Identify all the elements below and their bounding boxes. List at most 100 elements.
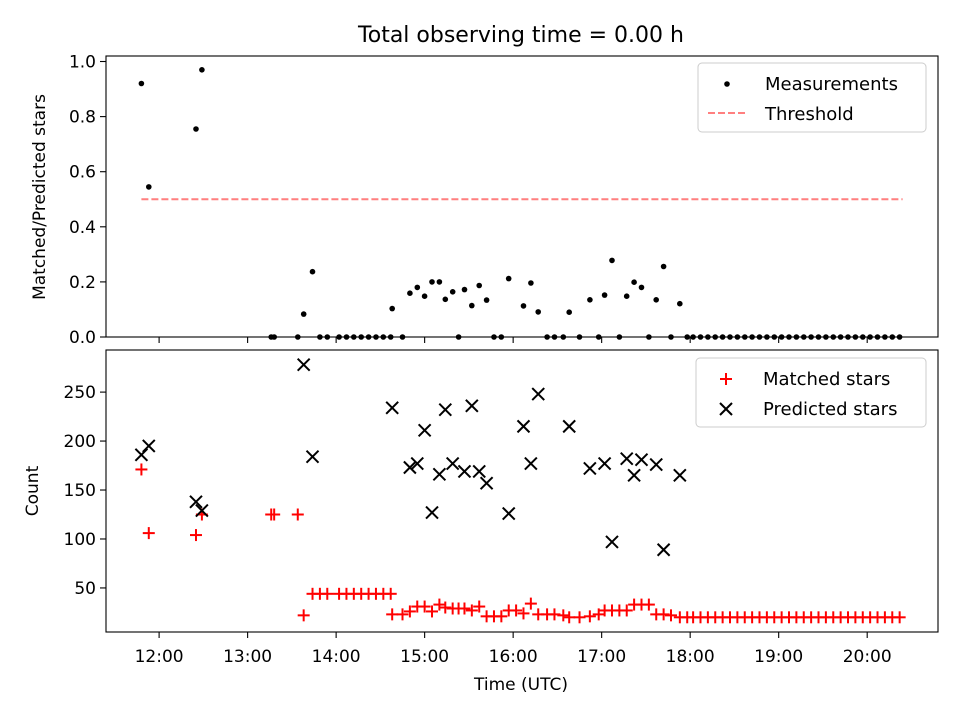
measurement-point — [677, 300, 683, 307]
count-y-tick-label: 250 — [64, 383, 96, 403]
count-y-axis-label: Count — [23, 465, 43, 516]
predicted-star-point — [195, 503, 209, 518]
matched-star-point — [386, 608, 399, 621]
ratio-y-tick-label: 0.8 — [69, 108, 96, 128]
matched-star-point — [620, 604, 633, 617]
predicted-star-point — [583, 461, 597, 476]
ratio-y-tick-label: 0.4 — [69, 218, 96, 238]
predicted-star-point — [597, 456, 612, 471]
measurement-point — [449, 289, 456, 295]
legend-predicted-label: Predicted stars — [763, 399, 897, 420]
matched-star-point — [433, 598, 446, 611]
count-axes-frame — [105, 349, 939, 633]
matched-star-point — [893, 611, 906, 624]
matched-star-point — [517, 607, 530, 620]
measurement-point — [609, 257, 615, 264]
matched-star-point — [495, 610, 508, 623]
measurement-point — [587, 297, 593, 303]
time-x-tick-label: 20:00 — [843, 647, 892, 667]
time-x-tick-label: 18:00 — [666, 647, 715, 667]
measurement-point — [199, 67, 205, 73]
matched-star-point — [135, 463, 148, 476]
predicted-star-point — [425, 505, 439, 520]
time-x-tick-label: 14:00 — [312, 647, 361, 667]
predicted-star-point — [649, 457, 663, 472]
measurement-point — [429, 279, 435, 285]
matched-star-point — [403, 605, 416, 618]
count-y-ticks: 50 100 150 200 250 — [64, 383, 106, 599]
count-plot-area — [134, 357, 906, 624]
legend-measurements-marker — [724, 81, 730, 87]
measurement-point — [631, 279, 637, 286]
matched-star-point — [642, 598, 655, 611]
measurement-point — [483, 297, 490, 303]
legend-threshold-label: Threshold — [764, 104, 854, 125]
measurement-point — [638, 284, 645, 291]
predicted-star-point — [472, 464, 486, 479]
count-y-tick-label: 100 — [64, 530, 96, 550]
measurement-point — [389, 305, 396, 312]
measurement-point — [469, 302, 475, 309]
matched-star-point — [291, 508, 304, 521]
matched-star-point — [664, 609, 677, 622]
measurement-point — [138, 80, 145, 87]
predicted-star-point — [417, 423, 432, 437]
predicted-star-point — [479, 476, 494, 490]
measurement-point — [653, 297, 659, 303]
measurement-point — [476, 282, 483, 289]
time-x-tick-label: 13:00 — [223, 647, 272, 667]
predicted-star-point — [445, 456, 460, 471]
matched-star-point — [426, 605, 439, 618]
predicted-star-point — [502, 506, 516, 521]
time-x-tick-label: 17:00 — [577, 647, 626, 667]
measurement-point — [146, 184, 152, 190]
ratio-y-tick-label: 0.6 — [69, 163, 96, 183]
measurement-point — [461, 286, 468, 293]
measurement-point — [193, 126, 199, 132]
predicted-star-point — [516, 419, 531, 434]
matched-star-point — [563, 611, 576, 624]
time-x-tick-label: 15:00 — [400, 647, 449, 667]
matched-star-point — [384, 587, 397, 600]
measurement-point — [520, 303, 527, 309]
predicted-star-point — [465, 399, 479, 413]
legend-predicted-marker — [719, 402, 733, 416]
predicted-star-point — [605, 535, 619, 549]
matched-star-point — [510, 604, 523, 617]
measurement-point — [535, 309, 541, 315]
count-legend-box — [695, 357, 927, 428]
time-x-tick-label: 12:00 — [135, 647, 184, 667]
predicted-star-point — [457, 464, 472, 479]
matched-star-point — [142, 527, 155, 540]
matched-star-point — [473, 600, 486, 613]
measurement-point — [309, 268, 316, 275]
matched-star-point — [418, 600, 431, 613]
measurement-point — [566, 309, 572, 316]
predicted-star-point — [403, 460, 417, 475]
matched-star-point — [458, 602, 471, 615]
matched-star-point — [557, 609, 570, 622]
predicted-star-point — [673, 468, 687, 483]
count-y-tick-label: 150 — [64, 481, 96, 501]
legend-matched-marker — [720, 373, 732, 385]
measurement-point — [601, 292, 608, 298]
measurement-point — [407, 290, 413, 297]
ratio-y-tick-label: 1.0 — [69, 53, 96, 73]
ratio-axes-frame — [105, 55, 939, 338]
predicted-star-point — [562, 419, 576, 434]
count-panel: 50 100 150 200 250 12:00 13:00 14:00 15:00 16:00… — [23, 337, 939, 695]
predicted-star-point — [189, 495, 203, 509]
measurement-point — [300, 311, 307, 317]
ratio-panel: 0.0 0.2 0.4 0.6 0.8 1.0 Matched/Predicted sta… — [30, 53, 939, 348]
matched-star-point — [524, 597, 537, 610]
ratio-y-tick-label: 0.0 — [69, 328, 96, 348]
measurement-point — [528, 280, 534, 286]
matched-star-point — [396, 608, 409, 621]
matched-star-point — [268, 508, 281, 521]
matched-star-point — [321, 587, 334, 600]
matched-star-point — [583, 610, 596, 623]
predicted-star-point — [305, 450, 320, 464]
ratio-legend-box — [697, 62, 927, 133]
legend-matched-label: Matched stars — [763, 369, 890, 390]
